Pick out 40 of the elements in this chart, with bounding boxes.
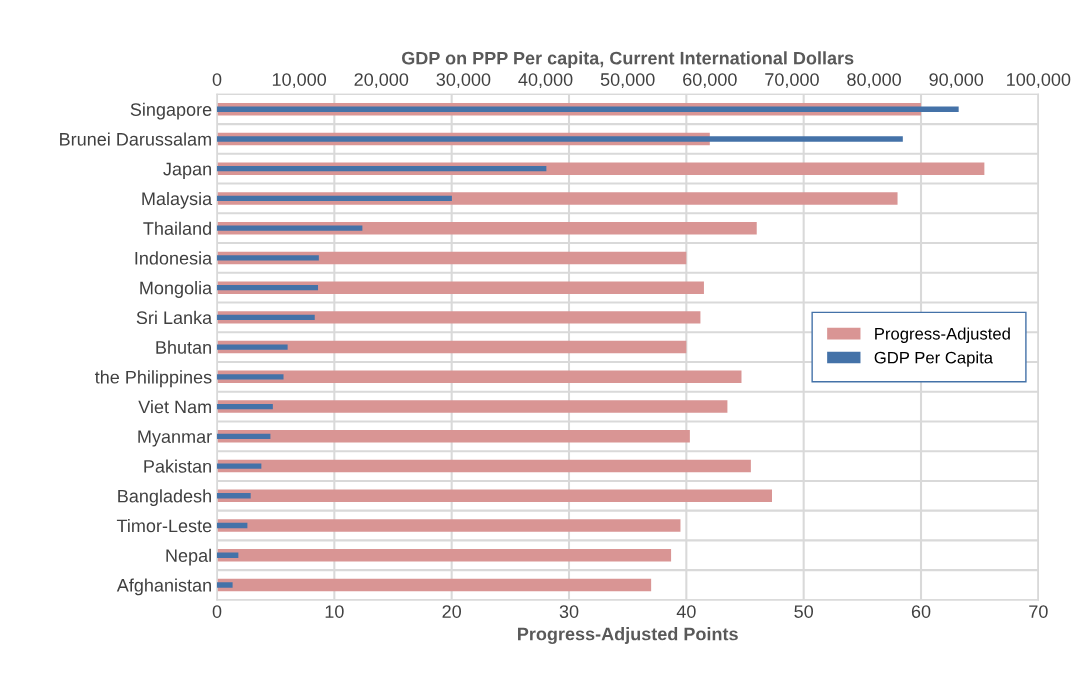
y-tick-label: Bhutan	[156, 340, 211, 354]
legend-label: Progress-Adjusted	[875, 327, 1010, 343]
y-tick-label: Indonesia	[135, 251, 213, 265]
y-tick-label: the Philippines	[94, 370, 212, 388]
x-tick-label: 50	[794, 605, 814, 618]
y-tick-label: Viet Nam	[138, 400, 211, 414]
x2-tick-label: 10,000	[272, 73, 327, 89]
y-tick-label: Thailand	[143, 221, 211, 235]
y-tick-label: Singapore	[130, 102, 212, 120]
x2-tick-label: 0	[212, 73, 222, 86]
x-tick-label: 70	[1029, 605, 1048, 618]
legend-label: GDP Per Capita	[874, 351, 994, 367]
x-tick-label: 0	[212, 605, 222, 618]
x-tick-label: 10	[325, 605, 344, 618]
y-tick-label: Brunei Darussalam	[60, 132, 211, 146]
y-tick-label: Timor-Leste	[116, 518, 212, 533]
y-tick-label: Bangladesh	[118, 489, 211, 507]
x2-tick-label: 60,000	[683, 73, 737, 89]
y-tick-label: Nepal	[166, 548, 211, 566]
y-tick-label: Mongolia	[140, 281, 213, 298]
y-tick-label: Myanmar	[138, 430, 212, 447]
y-tick-label: Pakistan	[144, 459, 211, 473]
x2-tick-label: 100,000	[1007, 73, 1071, 89]
y-tick-label: Sri Lanka	[136, 310, 213, 325]
y-tick-label: Malaysia	[142, 191, 213, 209]
x-tick-label: 60	[911, 605, 931, 618]
x2-tick-label: 40,000	[518, 73, 573, 89]
y-tick-label: Japan	[163, 162, 211, 179]
x2-tick-label: 70,000	[765, 73, 819, 89]
y-tick-label: Afghanistan	[116, 578, 211, 596]
x2-tick-label: 50,000	[600, 73, 655, 89]
x-tick-label: 40	[676, 605, 696, 618]
x2-tick-label: 30,000	[436, 73, 491, 89]
x2-tick-label: 20,000	[354, 73, 409, 89]
x2-axis-title: GDP on PPP Per capita, Current International Dollars	[401, 51, 854, 69]
x-tick-label: 20	[442, 605, 462, 618]
x2-tick-label: 90,000	[929, 73, 984, 89]
x-axis-title: Progress-Adjusted Points	[518, 627, 738, 645]
x-tick-label: 30	[559, 605, 579, 618]
x2-tick-label: 80,000	[847, 73, 901, 89]
